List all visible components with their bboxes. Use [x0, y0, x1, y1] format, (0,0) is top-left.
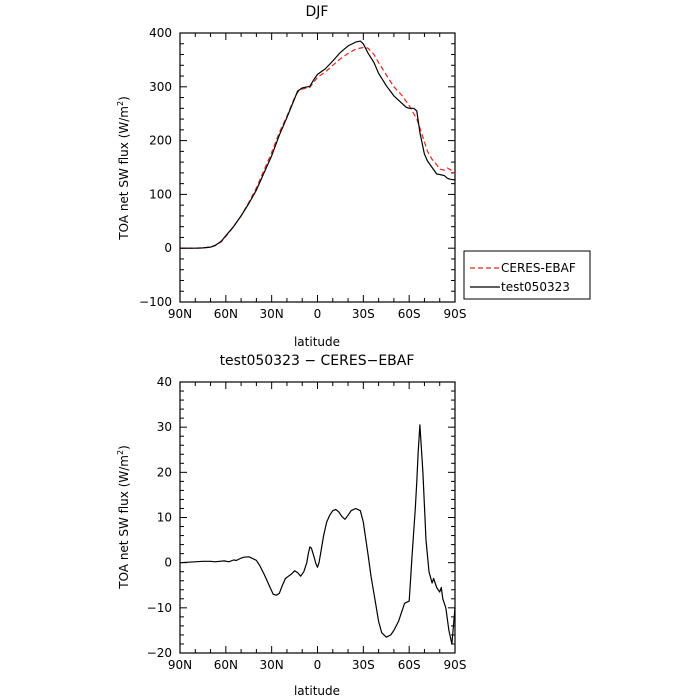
y-tick-label: 400: [149, 26, 172, 40]
y-axis-label-end: ): [117, 96, 131, 101]
x-tick-label: 90N: [168, 658, 192, 672]
x-axis-label: latitude: [294, 335, 340, 349]
y-tick-label: 0: [164, 556, 172, 570]
x-tick-label: 30N: [260, 658, 284, 672]
y-tick-label: 300: [149, 80, 172, 94]
x-tick-label: 30N: [260, 307, 284, 321]
x-tick-label: 90N: [168, 307, 192, 321]
legend-label-ceres: CERES-EBAF: [501, 261, 576, 275]
x-tick-label: 60N: [214, 658, 238, 672]
y-axis-label: TOA net SW flux (W/m2): [116, 96, 131, 241]
legend: CERES-EBAF test050323: [463, 250, 591, 300]
djf-flux-chart: DJF 90N 60N 30N 0 30S 60S 90S −100 0 100 200 300 400…: [116, 4, 591, 349]
plot-area: 90N 60N 30N 0 30S 60S 90S −100 0 100 200 300 400: [139, 26, 466, 321]
series-line-ceres-ebaf: [180, 46, 456, 249]
plot-frame: [179, 32, 456, 303]
legend-frame: [463, 250, 591, 300]
y-tick-label: 100: [149, 187, 172, 201]
y-axis-label-superscript: 2: [116, 101, 125, 106]
y-tick-label: −20: [147, 646, 172, 660]
y-tick-label: 20: [157, 465, 172, 479]
y-tick-label: 10: [157, 511, 172, 525]
x-tick-label: 30S: [352, 658, 375, 672]
plot-area: 90N 60N 30N 0 30S 60S 90S −20 −10 0 10 20 30 40: [147, 375, 467, 672]
y-tick-label: −10: [147, 601, 172, 615]
difference-chart: test050323 − CERES−EBAF 90N 60N 30N 0 30S 60S…: [116, 353, 466, 698]
y-tick-label: 0: [164, 241, 172, 255]
chart-title: test050323 − CERES−EBAF: [220, 353, 415, 369]
y-axis-label-superscript: 2: [116, 450, 125, 455]
y-tick-label: 40: [157, 375, 172, 389]
y-axis-label-end: ): [117, 445, 131, 450]
x-tick-label: 0: [314, 307, 322, 321]
x-axis-label: latitude: [294, 684, 340, 698]
x-tick-label: 60S: [398, 658, 421, 672]
y-axis-label-text: TOA net SW flux (W/m: [117, 106, 131, 241]
y-tick-label: 30: [157, 420, 172, 434]
x-tick-label: 60S: [398, 307, 421, 321]
x-tick-label: 90S: [444, 307, 467, 321]
y-tick-label: 200: [149, 134, 172, 148]
y-axis-label: TOA net SW flux (W/m2): [116, 445, 131, 590]
y-axis-label-text: TOA net SW flux (W/m: [117, 455, 131, 590]
series-line-difference: [179, 424, 456, 645]
series-line-test050323: [180, 40, 456, 249]
legend-label-test: test050323: [501, 280, 570, 294]
plot-frame: [179, 381, 456, 654]
x-tick-label: 0: [314, 658, 322, 672]
x-tick-label: 30S: [352, 307, 375, 321]
y-tick-label: −100: [139, 295, 172, 309]
chart-title: DJF: [306, 4, 329, 20]
x-tick-label: 60N: [214, 307, 238, 321]
x-tick-label: 90S: [444, 658, 467, 672]
